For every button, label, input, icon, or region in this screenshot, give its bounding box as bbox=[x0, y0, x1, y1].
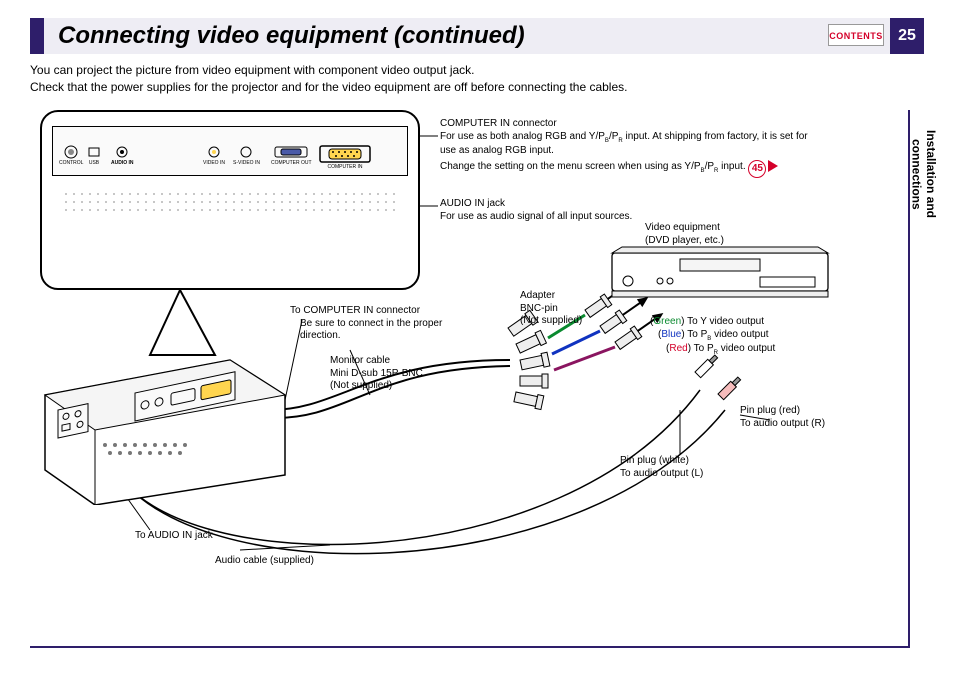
port-video-in: VIDEO IN bbox=[203, 145, 225, 166]
projector-illustration bbox=[40, 355, 290, 505]
label-pin-red: Pin plug (red) To audio output (R) bbox=[740, 405, 825, 430]
label-to-audio-in: To AUDIO IN jack bbox=[135, 530, 213, 543]
page-ref-arrow-icon bbox=[768, 160, 778, 172]
contents-button[interactable]: CONTENTS bbox=[828, 24, 884, 46]
connection-diagram: CONTROL USB AUDIO IN VIDEO IN S-VIDEO IN… bbox=[40, 110, 860, 610]
speaker-grille bbox=[62, 190, 398, 212]
label-video-equipment: Video equipment (DVD player, etc.) bbox=[645, 222, 724, 247]
page-ref-badge[interactable]: 45 bbox=[748, 160, 766, 178]
port-audio-in: AUDIO IN bbox=[111, 145, 134, 166]
callout-to-computer-in: To COMPUTER IN connector Be sure to conn… bbox=[290, 305, 480, 343]
label-adapter: Adapter BNC-pin (Not supplied) bbox=[520, 290, 582, 328]
header-accent bbox=[30, 18, 44, 54]
callout-audio-in: AUDIO IN jack For use as audio signal of… bbox=[440, 198, 740, 223]
dvd-player-illustration bbox=[610, 245, 830, 300]
port-svideo-in: S-VIDEO IN bbox=[233, 145, 260, 166]
intro-text: You can project the picture from video e… bbox=[30, 62, 904, 96]
side-rule-horizontal bbox=[30, 646, 910, 648]
port-computer-in: COMPUTER IN bbox=[319, 145, 371, 170]
page-header: Connecting video equipment (continued) bbox=[30, 18, 924, 54]
intro-line-1: You can project the picture from video e… bbox=[30, 62, 904, 79]
callout-computer-in: COMPUTER IN connector For use as both an… bbox=[440, 118, 810, 176]
page-title: Connecting video equipment (continued) bbox=[58, 22, 525, 50]
label-component-outputs: (Green) To Y video output (Blue) To PB v… bbox=[650, 316, 775, 358]
label-pin-white: Pin plug (white) To audio output (L) bbox=[620, 455, 703, 480]
connector-strip: CONTROL USB AUDIO IN VIDEO IN S-VIDEO IN… bbox=[52, 126, 408, 176]
section-tab: Installation and connections bbox=[909, 130, 938, 218]
port-control: CONTROL bbox=[59, 145, 83, 166]
intro-line-2: Check that the power supplies for the pr… bbox=[30, 79, 904, 96]
connector-panel-zoom: CONTROL USB AUDIO IN VIDEO IN S-VIDEO IN… bbox=[40, 110, 420, 290]
page-number: 25 bbox=[890, 18, 924, 54]
port-usb: USB bbox=[87, 145, 101, 166]
label-monitor-cable: Monitor cable Mini D-sub 15P-BNC (Not su… bbox=[330, 355, 423, 393]
port-computer-out: COMPUTER OUT bbox=[271, 145, 312, 166]
label-audio-cable: Audio cable (supplied) bbox=[215, 555, 314, 568]
